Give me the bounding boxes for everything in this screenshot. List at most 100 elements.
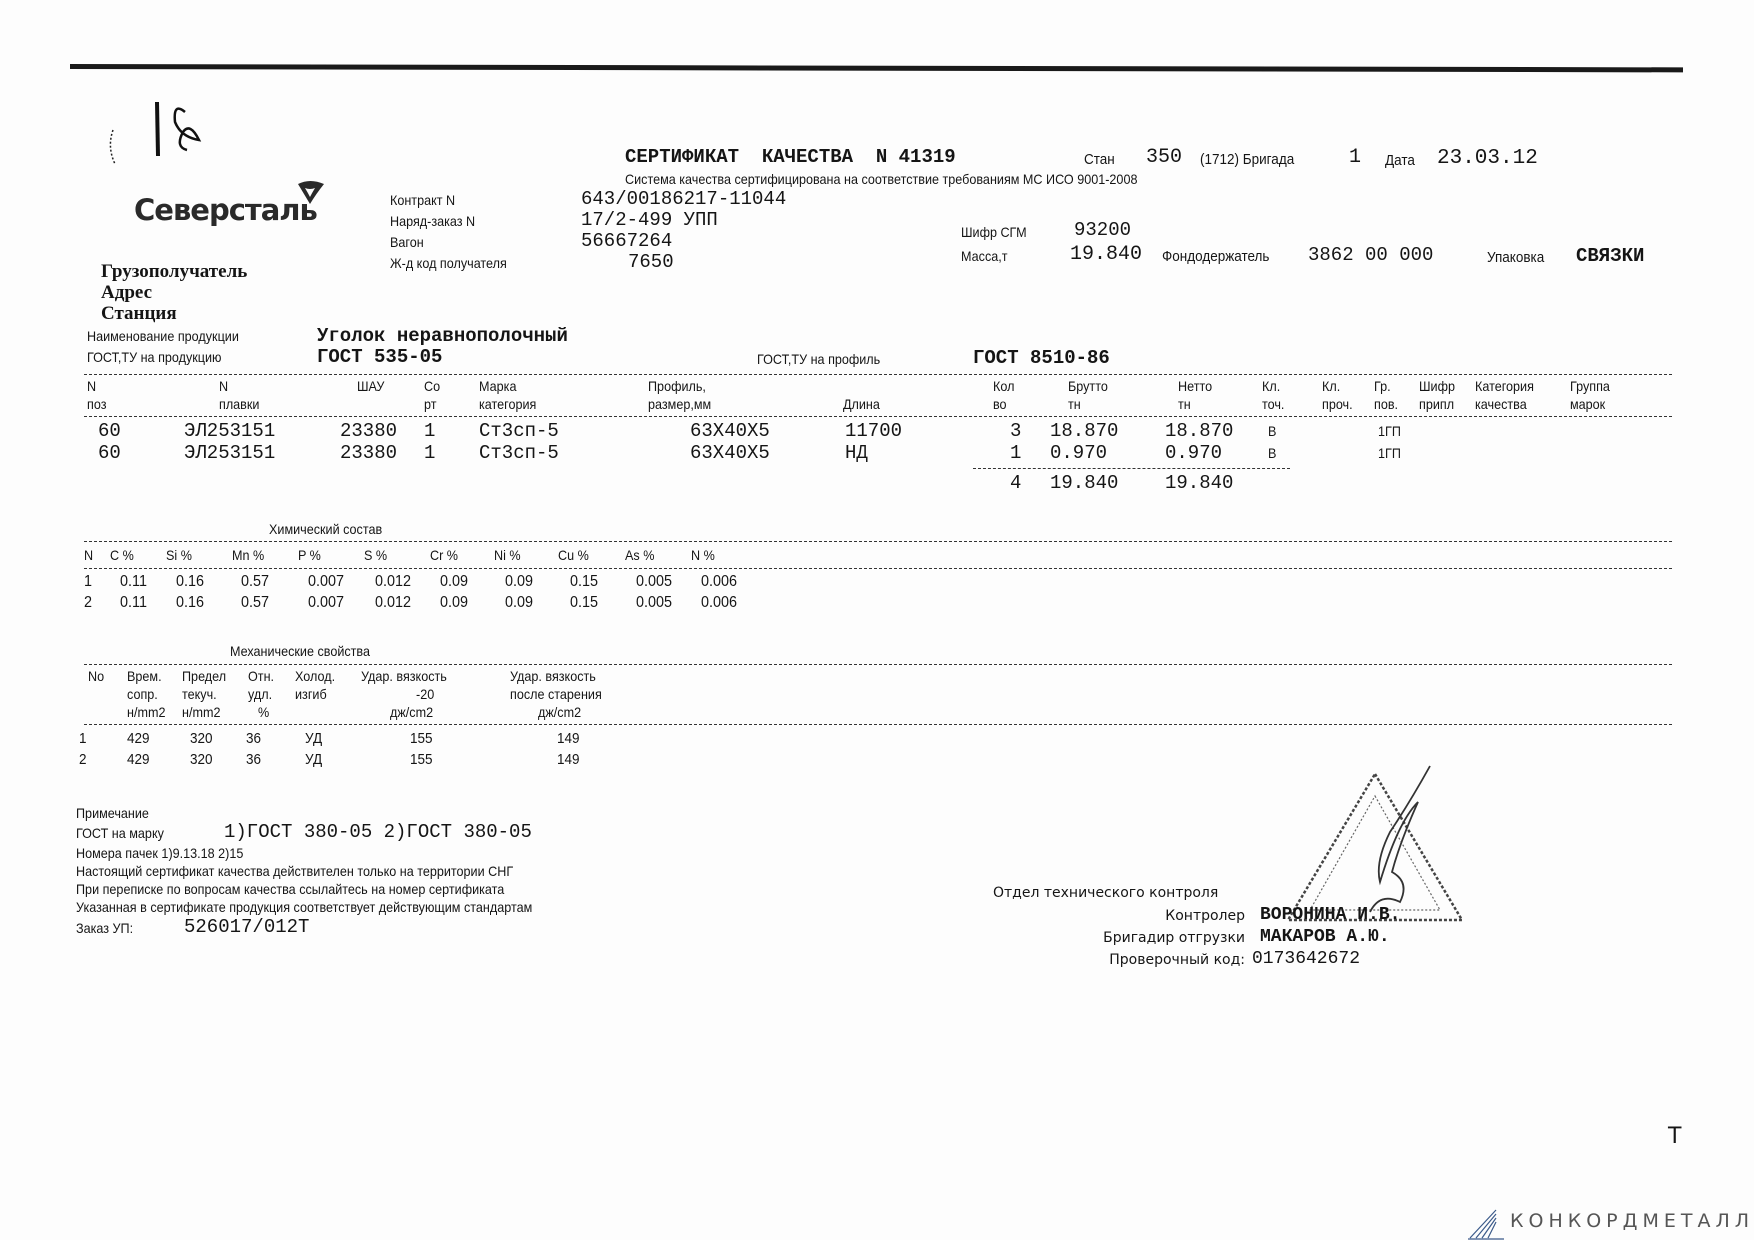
date-value: 23.03.12 bbox=[1437, 147, 1538, 170]
stan-label: Стан bbox=[1084, 151, 1115, 168]
mechanics-header: после старения bbox=[510, 686, 602, 702]
chemistry-cell: 0.09 bbox=[440, 573, 469, 590]
profile-gost-value: ГОСТ 8510-86 bbox=[973, 347, 1110, 369]
otk-stamp bbox=[1285, 765, 1465, 922]
items-header: Длина bbox=[843, 396, 880, 412]
konkordmetall-watermark: КОНКОРДМЕТАЛЛ bbox=[1510, 1210, 1754, 1232]
chemistry-cell: 0.09 bbox=[440, 594, 469, 611]
items-cell: ЭЛ253151 bbox=[184, 420, 276, 442]
items-header: Шифр bbox=[1419, 378, 1455, 394]
divider bbox=[973, 468, 1290, 469]
items-cell: Ст3сп-5 bbox=[479, 420, 559, 442]
mechanics-header: Холод. bbox=[295, 668, 336, 684]
chemistry-cell: 0.005 bbox=[636, 594, 673, 611]
items-header: N bbox=[87, 378, 97, 394]
items-header: поз bbox=[87, 396, 107, 412]
chemistry-cell: 0.09 bbox=[505, 573, 534, 590]
top-rule bbox=[69, 64, 1684, 73]
chemistry-header: Si % bbox=[166, 547, 192, 563]
certificate-subtitle: Система качества сертифицирована на соот… bbox=[625, 171, 1138, 187]
chemistry-header: As % bbox=[625, 547, 655, 563]
items-header: плавки bbox=[219, 396, 260, 412]
items-header: Кл. bbox=[1322, 378, 1341, 394]
severstal-logo: Северсталь bbox=[134, 193, 318, 227]
mechanics-cell: 149 bbox=[557, 751, 580, 768]
mechanics-cell: 149 bbox=[557, 730, 580, 747]
items-total-gross: 19.840 bbox=[1050, 472, 1119, 494]
divider bbox=[84, 541, 1672, 542]
items-cell: 18.870 bbox=[1050, 420, 1119, 442]
mechanics-header: Удар. вязкость bbox=[510, 668, 596, 684]
mechanics-cell: 320 bbox=[190, 730, 213, 747]
items-header: марок bbox=[1570, 396, 1606, 412]
consignee-label: Грузополучатель bbox=[101, 261, 248, 282]
items-header: Гр. bbox=[1374, 378, 1391, 394]
notes-title: Примечание bbox=[76, 805, 149, 821]
items-header: N bbox=[219, 378, 229, 394]
contract-value: 643/00186217-11044 bbox=[581, 188, 787, 210]
station-label: Станция bbox=[101, 303, 177, 324]
foreman-label: Бригадир отгрузки bbox=[1103, 930, 1245, 946]
items-cell: 1ГП bbox=[1378, 445, 1401, 461]
items-cell: 1 bbox=[424, 420, 436, 442]
items-header: размер,мм bbox=[648, 396, 712, 412]
contract-label: Наряд-заказ N bbox=[390, 213, 476, 229]
gost-grade-value: 1)ГОСТ 380-05 2)ГОСТ 380-05 bbox=[224, 821, 532, 843]
chemistry-cell: 0.16 bbox=[176, 594, 205, 611]
packing-value: СВЯЗКИ bbox=[1576, 245, 1645, 267]
contract-value: 7650 bbox=[628, 251, 674, 273]
mechanics-header: удл. bbox=[248, 686, 273, 702]
mechanics-header: % bbox=[258, 704, 270, 720]
items-cell: 63X40X5 bbox=[690, 442, 770, 464]
items-cell: НД bbox=[845, 442, 868, 464]
verification-code-label: Проверочный код: bbox=[1109, 952, 1245, 968]
controller-value: ВОРОНИНА И.В. bbox=[1260, 905, 1401, 925]
chemistry-cell: 0.57 bbox=[241, 573, 270, 590]
konkordmetall-logo-icon bbox=[1468, 1209, 1504, 1240]
items-header: Кол bbox=[993, 378, 1015, 394]
items-header: Кл. bbox=[1262, 378, 1281, 394]
fondholder-value: 3862 00 000 bbox=[1308, 244, 1434, 266]
note-line: При переписке по вопросам качества ссыла… bbox=[76, 881, 505, 897]
order-label: Заказ УП: bbox=[76, 920, 134, 936]
mechanics-cell: 155 bbox=[410, 730, 433, 747]
chemistry-cell: 1 bbox=[84, 573, 93, 590]
items-cell: Ст3сп-5 bbox=[479, 442, 559, 464]
items-header: точ. bbox=[1262, 396, 1285, 412]
items-header: Группа bbox=[1570, 378, 1610, 394]
divider bbox=[84, 568, 1672, 569]
items-header: рт bbox=[424, 396, 437, 412]
note-line: Указанная в сертификате продукция соотве… bbox=[76, 899, 533, 915]
items-header: Профиль, bbox=[648, 378, 706, 394]
items-cell: 1 bbox=[424, 442, 436, 464]
mechanics-header: текуч. bbox=[182, 686, 217, 702]
items-header: Марка bbox=[479, 378, 517, 394]
items-header: ШАУ bbox=[357, 378, 385, 394]
certificate-title: СЕРТИФИКАТ КАЧЕСТВА N 41319 bbox=[625, 146, 956, 168]
contract-label: Вагон bbox=[390, 234, 424, 250]
mechanics-header: Удар. вязкость bbox=[361, 668, 447, 684]
divider bbox=[84, 416, 1672, 417]
shifr-value: 93200 bbox=[1074, 219, 1132, 241]
chemistry-cell: 0.006 bbox=[701, 573, 738, 590]
divider bbox=[84, 664, 1672, 665]
items-cell: 1 bbox=[1010, 442, 1022, 464]
controller-label: Контролер bbox=[1165, 908, 1245, 924]
brigade-value: 1 bbox=[1349, 146, 1362, 169]
mechanics-cell: УД bbox=[305, 730, 323, 747]
items-header: припл bbox=[1419, 396, 1455, 412]
chemistry-header: N % bbox=[691, 547, 715, 563]
address-label: Адрес bbox=[101, 282, 152, 303]
note-line: Настоящий сертификат качества действител… bbox=[76, 863, 514, 879]
items-cell: 60 bbox=[98, 442, 121, 464]
mechanics-cell: 429 bbox=[127, 730, 150, 747]
items-cell: 0.970 bbox=[1050, 442, 1108, 464]
mechanics-header: Предел bbox=[182, 668, 227, 684]
chemistry-cell: 0.15 bbox=[570, 594, 599, 611]
packing-label: Упаковка bbox=[1487, 249, 1545, 266]
items-header: тн bbox=[1068, 396, 1081, 412]
chemistry-cell: 0.012 bbox=[375, 573, 412, 590]
shifr-label: Шифр СГМ bbox=[961, 224, 1027, 240]
items-cell: 1ГП bbox=[1378, 423, 1401, 439]
mechanics-header: No bbox=[88, 668, 105, 684]
